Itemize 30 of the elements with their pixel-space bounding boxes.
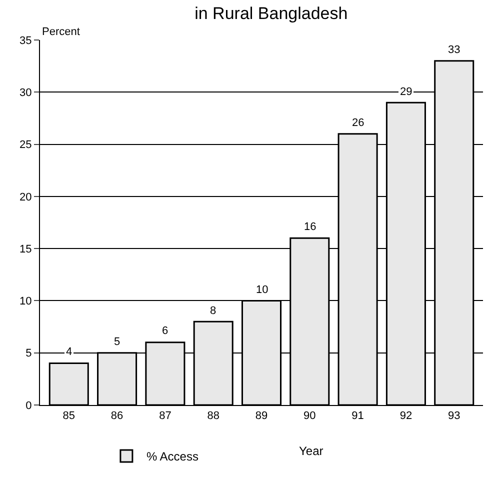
data-label: 33 [448,44,460,56]
x-tick-label: 85 [62,410,76,422]
x-tick-label: 87 [159,410,172,422]
x-tick-label: 93 [448,410,460,422]
y-tick-label: 30 [20,86,32,99]
y-axis-title: Percent [42,26,80,38]
y-tick-label: 10 [20,296,32,308]
y-tick-label: 20 [20,191,32,204]
x-tick-label: 86 [110,410,124,422]
data-label: 6 [162,325,168,337]
data-label: 4 [66,346,72,358]
x-tick-label: 88 [207,410,220,422]
x-tick-label: 92 [400,410,412,422]
y-tick-label: 25 [20,139,32,152]
data-label: 16 [304,221,316,233]
x-axis-title: Year [299,444,324,458]
data-label: 10 [256,284,268,296]
data-label: 8 [210,305,216,317]
chart-title: in Rural Bangladesh [194,4,348,24]
y-tick-label: 5 [26,348,32,360]
data-label: 29 [400,86,412,98]
data-label: 5 [114,336,120,348]
x-tick-label: 89 [255,410,268,422]
y-tick-label: 15 [20,243,32,256]
legend-label: % Access [146,450,198,464]
data-label: 26 [352,117,364,129]
x-tick-label: 91 [352,410,364,422]
y-tick-label: 0 [26,400,32,412]
x-tick-label: 90 [304,410,316,422]
y-tick-label: 35 [20,34,32,47]
